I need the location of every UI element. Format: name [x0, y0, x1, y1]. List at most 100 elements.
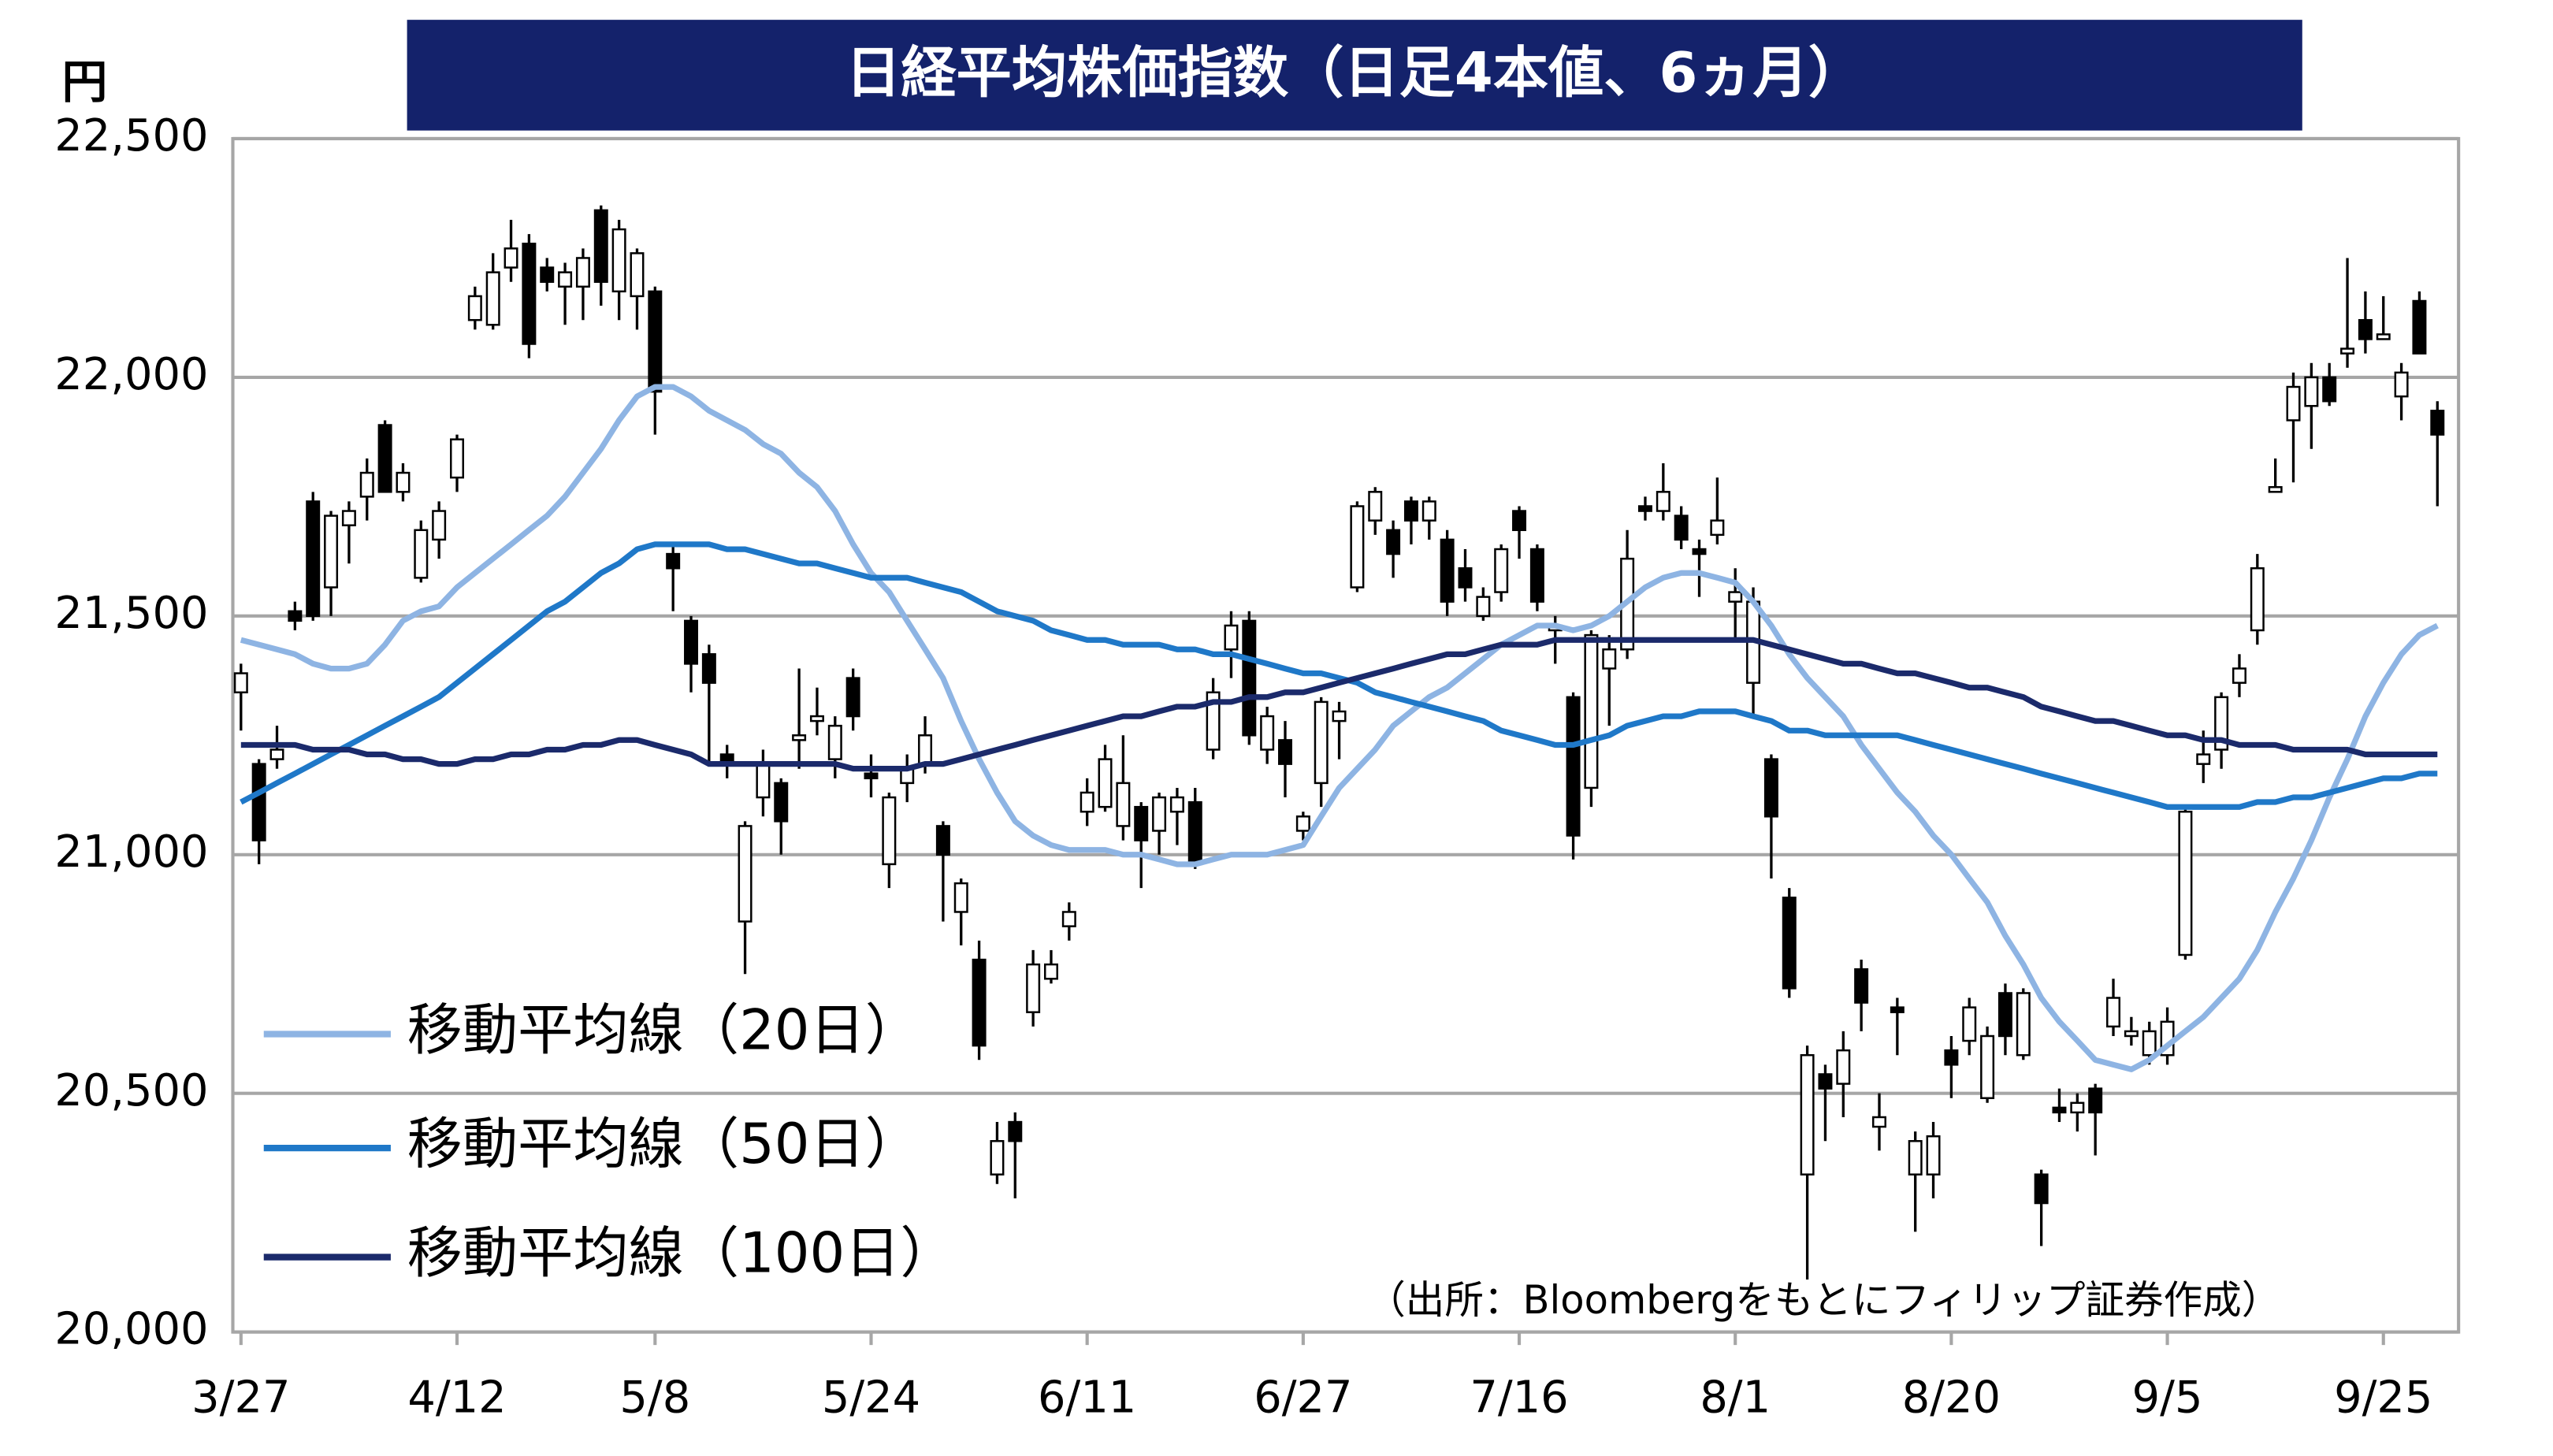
y-tick-label: 22,000	[54, 349, 208, 400]
candle-body	[450, 438, 464, 479]
candle-body	[2106, 997, 2121, 1028]
candle-body	[2016, 992, 2031, 1057]
candle-body	[1098, 758, 1113, 808]
candle-body	[485, 271, 500, 326]
candle-body	[1134, 805, 1149, 841]
candle-body	[1980, 1034, 1995, 1099]
candle-body	[648, 290, 663, 393]
candle-body	[882, 796, 897, 866]
candle-body	[845, 677, 860, 718]
legend-label: 移動平均線（100日）	[407, 1221, 956, 1286]
candle-body	[1350, 505, 1365, 589]
candle-body	[359, 471, 374, 498]
y-tick-label: 20,000	[54, 1304, 208, 1355]
candle-body	[2052, 1106, 2067, 1114]
candle-body	[1944, 1049, 1959, 1066]
candle-body	[1421, 500, 1436, 522]
candle-body	[306, 500, 321, 618]
candle-body	[1800, 1053, 1815, 1176]
candle-body	[2340, 347, 2355, 355]
y-unit: 円	[62, 55, 108, 109]
candle-body	[1169, 796, 1184, 813]
candle-body	[1997, 992, 2012, 1038]
candle-body	[233, 672, 248, 694]
candle-body	[666, 552, 681, 570]
candle-body	[2358, 318, 2373, 340]
candle-body	[2430, 410, 2445, 436]
candle-body	[593, 209, 608, 283]
candle-body	[2142, 1030, 2157, 1057]
source-note: （出所：Bloombergをもとにフィリップ証券作成）	[1366, 1277, 2280, 1323]
candle-body	[1314, 700, 1329, 785]
x-tick-label: 6/27	[1254, 1372, 1352, 1424]
candle-body	[2268, 486, 2283, 493]
candle-body	[1529, 548, 1544, 603]
candle-body	[396, 471, 411, 493]
y-tick-label: 21,500	[54, 588, 208, 639]
candle-body	[1206, 691, 1221, 751]
candle-body	[1728, 591, 1743, 603]
candle-body	[1674, 514, 1689, 541]
legend-label: 移動平均線（50日）	[407, 1112, 920, 1176]
candle-body	[1584, 633, 1599, 789]
candle-body	[1260, 715, 1275, 751]
candle-body	[1872, 1116, 1886, 1128]
y-tick-label: 20,500	[54, 1065, 208, 1116]
x-tick-label: 6/11	[1038, 1372, 1136, 1424]
title-box	[407, 20, 2302, 131]
candle-body	[630, 252, 645, 298]
candle-body	[1368, 491, 1383, 522]
candle-body	[1080, 791, 1094, 813]
candle-body	[2304, 376, 2319, 407]
candle-body	[611, 228, 626, 293]
candle-body	[1440, 538, 1455, 603]
candle-body	[1602, 648, 1617, 670]
candle-body	[2124, 1030, 2139, 1038]
y-tick-label: 21,000	[54, 826, 208, 878]
candle-body	[1763, 758, 1778, 818]
candle-body	[2178, 810, 2193, 956]
y-tick-label: 22,500	[54, 110, 208, 162]
x-tick-label: 8/20	[1902, 1372, 2001, 1424]
candle-body	[1908, 1140, 1923, 1176]
candle-body	[792, 734, 807, 741]
candle-body	[467, 295, 482, 321]
x-tick-label: 3/27	[191, 1372, 290, 1424]
candle-body	[2196, 753, 2211, 765]
candle-body	[1061, 911, 1076, 927]
candle-body	[774, 782, 789, 823]
moving-average-line	[240, 384, 2439, 1072]
plot-frame	[231, 136, 2461, 1334]
candle-body	[432, 510, 447, 541]
candle-body	[2376, 333, 2391, 340]
candle-body	[324, 514, 339, 589]
candle-body	[1187, 800, 1202, 866]
candle-body	[1295, 815, 1310, 832]
candle-body	[1512, 510, 1527, 532]
x-tick-label: 4/12	[407, 1372, 506, 1424]
candle-body	[701, 653, 716, 684]
candle-body	[2412, 299, 2427, 355]
candle-body	[522, 243, 537, 345]
candle-body	[953, 882, 968, 913]
candle-body	[2250, 567, 2265, 632]
x-tick-label: 9/25	[2334, 1372, 2432, 1424]
candle-body	[1637, 505, 1652, 512]
candle-body	[1890, 1006, 1905, 1013]
candle-body	[1026, 963, 1041, 1013]
candle-body	[341, 510, 356, 526]
candle-body	[990, 1140, 1005, 1176]
candle-body	[504, 247, 518, 269]
candle-body	[2214, 696, 2229, 751]
candle-body	[2034, 1173, 2049, 1205]
candle-body	[1782, 897, 1797, 990]
x-tick-label: 5/24	[822, 1372, 920, 1424]
candle-body	[558, 271, 573, 288]
candle-body	[1116, 782, 1131, 827]
candle-body	[2394, 371, 2409, 398]
candle-body	[809, 715, 824, 722]
candle-body	[540, 266, 555, 283]
candle-body	[684, 619, 699, 665]
